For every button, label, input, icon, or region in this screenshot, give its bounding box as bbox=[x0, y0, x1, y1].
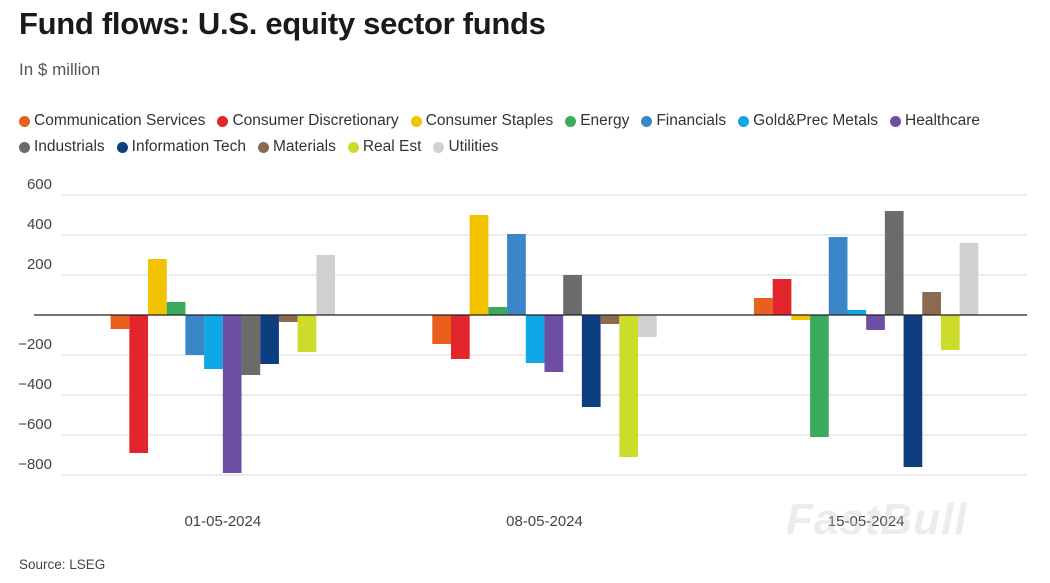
bar bbox=[166, 302, 186, 315]
bar bbox=[297, 315, 317, 352]
bar bbox=[563, 275, 582, 315]
bar bbox=[791, 315, 811, 320]
legend-swatch bbox=[433, 141, 445, 153]
bar bbox=[525, 315, 545, 363]
bar bbox=[204, 315, 223, 369]
bar bbox=[316, 255, 336, 315]
legend-swatch bbox=[738, 115, 750, 127]
legend-item: Healthcare bbox=[890, 108, 980, 134]
legend-label: Healthcare bbox=[905, 112, 980, 129]
bar bbox=[940, 315, 960, 350]
bar bbox=[488, 307, 508, 315]
bar bbox=[866, 315, 885, 330]
bar bbox=[772, 279, 792, 315]
bar bbox=[903, 315, 923, 467]
legend-item: Communication Services bbox=[19, 108, 205, 134]
bar bbox=[922, 292, 941, 315]
legend-swatch bbox=[217, 115, 229, 127]
chart-subtitle: In $ million bbox=[19, 60, 101, 79]
legend-label: Gold&Prec Metals bbox=[753, 112, 879, 129]
legend-label: Utilities bbox=[448, 138, 499, 155]
legend-swatch bbox=[641, 115, 653, 127]
legend-label: Real Est bbox=[362, 138, 422, 155]
watermark: FastBull bbox=[786, 495, 968, 544]
legend-label: Consumer Staples bbox=[425, 112, 554, 129]
bar bbox=[469, 215, 489, 315]
legend-item: Real Est bbox=[347, 134, 422, 160]
legend-label: Financials bbox=[656, 112, 727, 129]
legend-item: Information Tech bbox=[116, 134, 246, 160]
legend-row: Communication Services Consumer Discretio… bbox=[19, 108, 1029, 134]
bar bbox=[884, 211, 904, 315]
bar bbox=[600, 315, 620, 324]
legend-item: Utilities bbox=[433, 134, 498, 160]
legend-label: Industrials bbox=[34, 138, 105, 155]
legend-item: Energy bbox=[565, 108, 629, 134]
bar bbox=[129, 315, 149, 453]
x-tick-label: 01-05-2024 bbox=[184, 513, 261, 530]
legend-item: Consumer Discretionary bbox=[217, 108, 399, 134]
legend-item: Financials bbox=[641, 108, 726, 134]
legend-row: Industrials Information Tech Materials Real… bbox=[19, 134, 1029, 160]
x-tick-label: 15-05-2024 bbox=[828, 513, 905, 530]
legend-label: Energy bbox=[580, 112, 630, 129]
legend-swatch bbox=[565, 115, 577, 127]
bar bbox=[432, 315, 451, 344]
legend-swatch bbox=[347, 141, 359, 153]
bar bbox=[959, 243, 979, 315]
y-tick-label: 600 bbox=[27, 176, 52, 193]
bar bbox=[810, 315, 829, 437]
bar bbox=[241, 315, 261, 375]
legend-label: Information Tech bbox=[131, 138, 246, 155]
bar bbox=[619, 315, 638, 457]
legend-label: Communication Services bbox=[34, 112, 206, 129]
legend-label: Materials bbox=[272, 138, 336, 155]
bar bbox=[753, 298, 773, 315]
y-tick-label: −600 bbox=[18, 416, 52, 433]
legend-swatch bbox=[19, 115, 30, 127]
bar bbox=[185, 315, 205, 355]
legend: Communication Services Consumer Discretio… bbox=[19, 108, 1029, 160]
bar bbox=[828, 237, 848, 315]
bar bbox=[451, 315, 470, 359]
bar bbox=[638, 315, 657, 337]
legend-item: Gold&Prec Metals bbox=[738, 108, 878, 134]
y-tick-label: 400 bbox=[27, 216, 52, 233]
chart-title: Fund flows: U.S. equity sector funds bbox=[19, 6, 546, 41]
bar bbox=[581, 315, 601, 407]
legend-item: Consumer Staples bbox=[410, 108, 554, 134]
legend-item: Materials bbox=[257, 134, 336, 160]
legend-swatch bbox=[116, 141, 128, 153]
bar bbox=[507, 234, 526, 315]
y-tick-label: −800 bbox=[18, 456, 52, 473]
legend-swatch bbox=[890, 115, 902, 127]
y-tick-label: 200 bbox=[27, 256, 52, 273]
source-note: Source: LSEG bbox=[19, 557, 106, 572]
bar bbox=[148, 259, 167, 315]
bar bbox=[847, 310, 867, 315]
legend-swatch bbox=[19, 141, 30, 153]
bar bbox=[544, 315, 564, 372]
bar bbox=[222, 315, 242, 473]
bar bbox=[260, 315, 279, 364]
legend-label: Consumer Discretionary bbox=[232, 112, 399, 129]
y-tick-label: −400 bbox=[18, 376, 52, 393]
legend-swatch bbox=[410, 115, 422, 127]
legend-swatch bbox=[257, 141, 269, 153]
bar bbox=[278, 315, 298, 322]
bar bbox=[110, 315, 130, 329]
x-tick-label: 08-05-2024 bbox=[506, 513, 583, 530]
legend-item: Industrials bbox=[19, 134, 105, 160]
y-tick-label: −200 bbox=[18, 336, 52, 353]
